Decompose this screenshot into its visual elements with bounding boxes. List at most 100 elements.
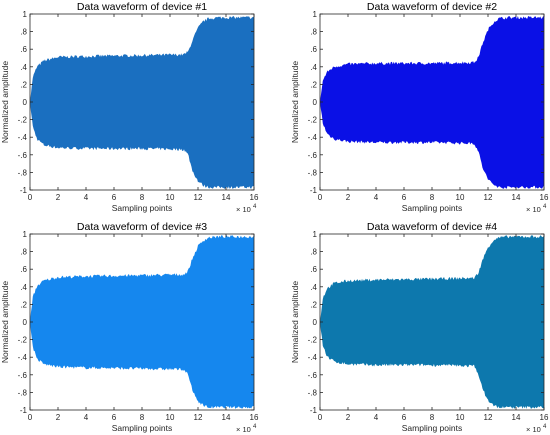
y-tick-label: -.4	[308, 353, 318, 362]
chart-title: Data waveform of device #2	[367, 1, 497, 13]
y-tick-label: .8	[310, 248, 317, 257]
y-tick-label: -.6	[18, 151, 28, 160]
x-tick-label: 16	[250, 413, 259, 422]
y-tick-label: 0	[23, 98, 28, 107]
y-tick-label: .4	[310, 63, 317, 72]
y-tick-label: 0	[313, 318, 318, 327]
y-tick-label: .6	[20, 45, 27, 54]
x-axis-exponent: × 10	[526, 205, 541, 214]
x-tick-label: 10	[166, 413, 175, 422]
y-tick-label: .2	[310, 300, 317, 309]
x-tick-label: 8	[430, 413, 435, 422]
chart-title: Data waveform of device #4	[367, 221, 497, 233]
y-tick-label: -1	[310, 406, 318, 415]
y-tick-label: -1	[310, 186, 318, 195]
waveform-area	[30, 16, 254, 189]
x-tick-label: 12	[484, 413, 493, 422]
x-axis-exponent-power: 4	[543, 204, 547, 210]
x-tick-label: 0	[28, 413, 33, 422]
y-tick-label: -.8	[18, 168, 28, 177]
y-tick-label: .2	[310, 80, 317, 89]
y-tick-label: .8	[20, 248, 27, 257]
x-tick-label: 2	[56, 413, 61, 422]
x-tick-label: 6	[402, 413, 407, 422]
y-tick-label: -.4	[308, 133, 318, 142]
y-tick-label: .8	[20, 28, 27, 37]
x-axis-exponent: × 10	[236, 205, 251, 214]
x-tick-label: 4	[374, 413, 379, 422]
x-tick-label: 4	[84, 413, 89, 422]
y-tick-label: .2	[20, 300, 27, 309]
y-tick-label: .6	[310, 265, 317, 274]
y-tick-label: -1	[20, 406, 28, 415]
x-axis-exponent: × 10	[526, 425, 541, 434]
y-tick-label: .6	[20, 265, 27, 274]
x-tick-label: 14	[512, 413, 521, 422]
y-tick-label: -.2	[18, 116, 28, 125]
y-tick-label: 1	[313, 230, 318, 239]
chart-title: Data waveform of device #1	[77, 1, 207, 13]
x-tick-label: 16	[540, 413, 549, 422]
subplot-4: 0 2 4 6 8 10 12 14 16 -1 -.8 -.6 -.4 -.2 0 .2 .4 .6 .8 1 Dat…	[290, 221, 549, 434]
y-tick-label: .2	[20, 80, 27, 89]
x-axis-exponent: × 10	[236, 425, 251, 434]
x-tick-label: 12	[194, 413, 203, 422]
subplot-2: 0 2 4 6 8 10 12 14 16 -1 -.8 -.6 -.4 -.2 0 .2 .4 .6 .8 1 Dat…	[290, 1, 549, 214]
y-tick-label: -1	[20, 186, 28, 195]
x-axis-label: Sampling points	[112, 423, 172, 433]
y-tick-label: .4	[20, 283, 27, 292]
y-tick-label: -.6	[18, 371, 28, 380]
y-tick-label: -.6	[308, 151, 318, 160]
x-tick-label: 0	[28, 193, 33, 202]
x-tick-label: 0	[318, 413, 323, 422]
x-tick-label: 0	[318, 193, 323, 202]
y-tick-label: -.2	[18, 336, 28, 345]
x-tick-label: 16	[250, 193, 259, 202]
y-tick-label: -.6	[308, 371, 318, 380]
x-tick-label: 8	[140, 413, 145, 422]
x-tick-label: 14	[512, 193, 521, 202]
y-tick-label: 1	[313, 10, 318, 19]
x-tick-label: 4	[84, 193, 89, 202]
y-tick-label: .4	[310, 283, 317, 292]
y-axis-label: Normalized amplitude	[290, 61, 300, 143]
y-axis-label: Normalized amplitude	[0, 281, 10, 363]
y-tick-label: 1	[23, 230, 28, 239]
y-tick-label: -.2	[308, 116, 318, 125]
x-tick-label: 6	[402, 193, 407, 202]
x-tick-label: 10	[456, 413, 465, 422]
y-axis-label: Normalized amplitude	[290, 281, 300, 363]
x-tick-label: 2	[346, 413, 351, 422]
y-tick-label: -.4	[18, 353, 28, 362]
x-tick-label: 16	[540, 193, 549, 202]
x-axis-label: Sampling points	[402, 423, 462, 433]
y-tick-label: 0	[313, 98, 318, 107]
x-tick-label: 4	[374, 193, 379, 202]
x-tick-label: 6	[112, 413, 117, 422]
x-axis-exponent-power: 4	[253, 204, 257, 210]
x-tick-label: 14	[222, 193, 231, 202]
x-tick-label: 14	[222, 413, 231, 422]
x-tick-label: 2	[56, 193, 61, 202]
x-tick-label: 6	[112, 193, 117, 202]
x-axis-label: Sampling points	[402, 203, 462, 213]
x-tick-label: 10	[456, 193, 465, 202]
x-tick-label: 12	[484, 193, 493, 202]
y-tick-label: .6	[310, 45, 317, 54]
x-tick-label: 8	[140, 193, 145, 202]
y-tick-label: -.8	[308, 168, 318, 177]
x-tick-label: 2	[346, 193, 351, 202]
y-tick-label: .4	[20, 63, 27, 72]
y-tick-label: .8	[310, 28, 317, 37]
y-tick-label: -.2	[308, 336, 318, 345]
y-tick-label: -.8	[308, 388, 318, 397]
subplot-3: 0 2 4 6 8 10 12 14 16 -1 -.8 -.6 -.4 -.2 0 .2 .4 .6 .8 1 Dat…	[0, 221, 259, 434]
waveform-area	[320, 235, 544, 409]
y-tick-label: 1	[23, 10, 28, 19]
x-tick-label: 10	[166, 193, 175, 202]
y-tick-label: -.8	[18, 388, 28, 397]
y-tick-label: 0	[23, 318, 28, 327]
waveform-area	[320, 16, 544, 189]
x-tick-label: 12	[194, 193, 203, 202]
